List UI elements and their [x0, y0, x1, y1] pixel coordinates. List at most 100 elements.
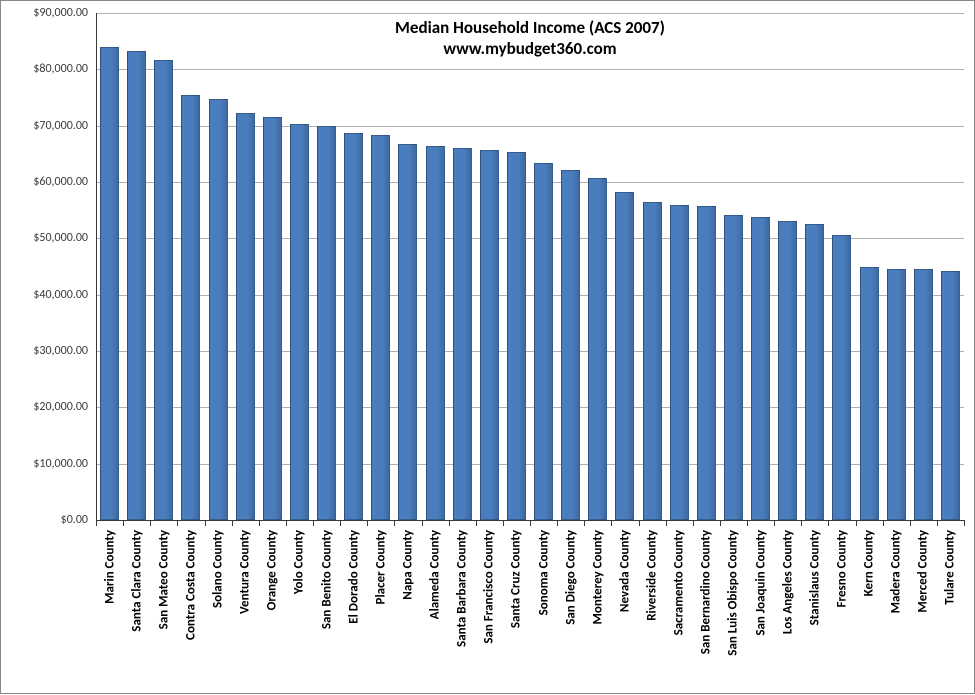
x-label-slot: Riverside County: [639, 524, 666, 695]
x-axis-label: Ventura County: [238, 530, 253, 614]
bar-slot: [747, 13, 774, 520]
x-label-slot: Nevada County: [611, 524, 638, 695]
bar-slot: [313, 13, 340, 520]
bar-slot: [937, 13, 964, 520]
bar: [398, 144, 417, 520]
x-labels-row: Marin County Santa Clara County San Mateo …: [96, 524, 964, 695]
x-label-slot: San Bernardino County: [693, 524, 720, 695]
x-label-slot: Placer County: [367, 524, 394, 695]
y-tick-label: $10,000.00: [1, 457, 88, 471]
plot-area: Median Household Income (ACS 2007) www.m…: [96, 13, 964, 520]
bar: [290, 124, 309, 520]
x-label-slot: Merced County: [910, 524, 937, 695]
bar-slot: [666, 13, 693, 520]
bar: [778, 221, 797, 520]
bar: [263, 117, 282, 520]
x-label-slot: Santa Barbara County: [449, 524, 476, 695]
bar: [181, 95, 200, 520]
bar-slot: [96, 13, 123, 520]
x-label-slot: San Luis Obispo County: [720, 524, 747, 695]
x-axis-label: Los Angeles County: [780, 530, 795, 634]
x-axis-label: Sacramento County: [672, 530, 687, 635]
bars-row: [96, 13, 964, 520]
bar-slot: [449, 13, 476, 520]
bar-slot: [584, 13, 611, 520]
x-axis-label: Santa Cruz County: [509, 530, 524, 628]
x-label-slot: Monterey County: [584, 524, 611, 695]
bar: [209, 99, 228, 520]
x-label-slot: Los Angeles County: [774, 524, 801, 695]
bar-slot: [856, 13, 883, 520]
x-axis-label: Yolo County: [292, 530, 307, 594]
x-label-slot: San Benito County: [313, 524, 340, 695]
chart-title-block: Median Household Income (ACS 2007) www.m…: [96, 17, 964, 59]
x-label-slot: Sacramento County: [666, 524, 693, 695]
x-axis-label: Kern County: [862, 530, 877, 596]
x-label-slot: Orange County: [259, 524, 286, 695]
x-axis-label: San Mateo County: [156, 530, 171, 629]
bar-slot: [828, 13, 855, 520]
x-label-slot: Santa Clara County: [123, 524, 150, 695]
x-axis-label: San Diego County: [563, 530, 578, 625]
bar: [453, 148, 472, 520]
bar: [426, 146, 445, 520]
y-tick-label: $50,000.00: [1, 231, 88, 245]
y-tick-label: $90,000.00: [1, 6, 88, 20]
bar: [615, 192, 634, 520]
x-axis-label: Monterey County: [590, 530, 605, 624]
x-label-slot: Marin County: [96, 524, 123, 695]
bar-slot: [720, 13, 747, 520]
x-axis-label: Fresno County: [834, 530, 849, 607]
bar: [887, 269, 906, 520]
bar-slot: [801, 13, 828, 520]
bar: [751, 217, 770, 520]
x-axis-label: Riverside County: [645, 530, 660, 621]
x-axis-label: Contra Costa County: [183, 530, 198, 640]
bar-slot: [476, 13, 503, 520]
bar-slot: [232, 13, 259, 520]
x-axis-label: Madera County: [889, 530, 904, 613]
x-label-slot: Ventura County: [232, 524, 259, 695]
bar: [561, 170, 580, 520]
bar-slot: [530, 13, 557, 520]
x-axis-label: Napa County: [400, 530, 415, 600]
x-axis-label: Placer County: [373, 530, 388, 604]
x-label-slot: San Joaquin County: [747, 524, 774, 695]
bar-slot: [340, 13, 367, 520]
x-label-slot: El Dorado County: [340, 524, 367, 695]
bar: [805, 224, 824, 520]
bar-slot: [774, 13, 801, 520]
bar: [724, 215, 743, 520]
x-axis-label: Marin County: [102, 530, 117, 604]
x-axis-label: Santa Clara County: [129, 530, 144, 632]
y-axis-line: [96, 13, 97, 520]
x-axis-label: Santa Barbara County: [455, 530, 470, 647]
x-axis-label: El Dorado County: [346, 530, 361, 624]
x-axis-label: San Luis Obispo County: [726, 530, 741, 656]
x-label-slot: Napa County: [394, 524, 421, 695]
x-label-slot: Solano County: [205, 524, 232, 695]
bar-slot: [611, 13, 638, 520]
bar-slot: [394, 13, 421, 520]
x-label-slot: Tulare County: [937, 524, 964, 695]
x-axis-label: San Bernardino County: [699, 530, 714, 654]
bar-slot: [259, 13, 286, 520]
x-label-slot: Stanislaus County: [801, 524, 828, 695]
bar: [371, 135, 390, 520]
bar-slot: [422, 13, 449, 520]
bar-slot: [883, 13, 910, 520]
x-axis-label: Tulare County: [943, 530, 958, 605]
x-axis-label: San Francisco County: [482, 530, 497, 644]
x-axis-label: Solano County: [211, 530, 226, 608]
chart-container: Median Household Income (ACS 2007) www.m…: [0, 0, 975, 694]
x-label-slot: San Diego County: [557, 524, 584, 695]
bar-slot: [693, 13, 720, 520]
bar: [860, 267, 879, 521]
x-axis-label: Merced County: [916, 530, 931, 613]
bar: [643, 202, 662, 520]
x-axis-label: San Benito County: [319, 530, 334, 629]
bar-slot: [639, 13, 666, 520]
x-label-slot: Madera County: [883, 524, 910, 695]
y-tick-label: $70,000.00: [1, 119, 88, 133]
x-axis-label: San Joaquin County: [753, 530, 768, 636]
